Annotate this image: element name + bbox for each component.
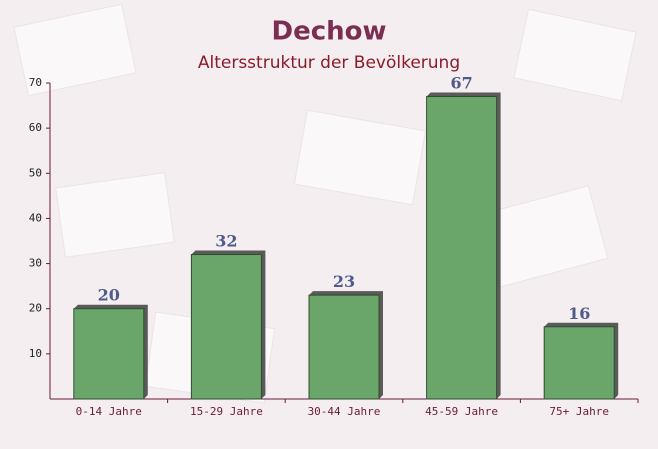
bar (543, 326, 615, 400)
x-tick-label: 30-44 Jahre (308, 405, 381, 418)
chart-title: Dechow (271, 17, 386, 47)
bar (426, 96, 498, 400)
x-tick-label: 45-59 Jahre (425, 405, 498, 418)
x-tick-label: 15-29 Jahre (190, 405, 263, 418)
value-label: 32 (215, 232, 237, 251)
y-tick-label: 60 (29, 121, 42, 134)
value-label: 67 (450, 74, 472, 93)
chart-subtitle: Altersstruktur der Bevölkerung (198, 53, 460, 73)
x-tick-label: 0-14 Jahre (76, 405, 142, 418)
value-label: 20 (98, 286, 120, 305)
x-tick-label: 75+ Jahre (549, 405, 609, 418)
y-tick-label: 20 (29, 302, 42, 315)
value-label: 16 (568, 304, 590, 323)
y-tick-label: 30 (29, 257, 42, 270)
bar (308, 294, 380, 400)
bar (73, 308, 145, 400)
y-tick-label: 50 (29, 166, 42, 179)
value-label: 23 (333, 272, 355, 291)
y-tick-label: 40 (29, 211, 42, 224)
y-tick-label: 70 (29, 76, 42, 89)
y-tick-label: 10 (29, 347, 42, 360)
bar (190, 254, 262, 400)
